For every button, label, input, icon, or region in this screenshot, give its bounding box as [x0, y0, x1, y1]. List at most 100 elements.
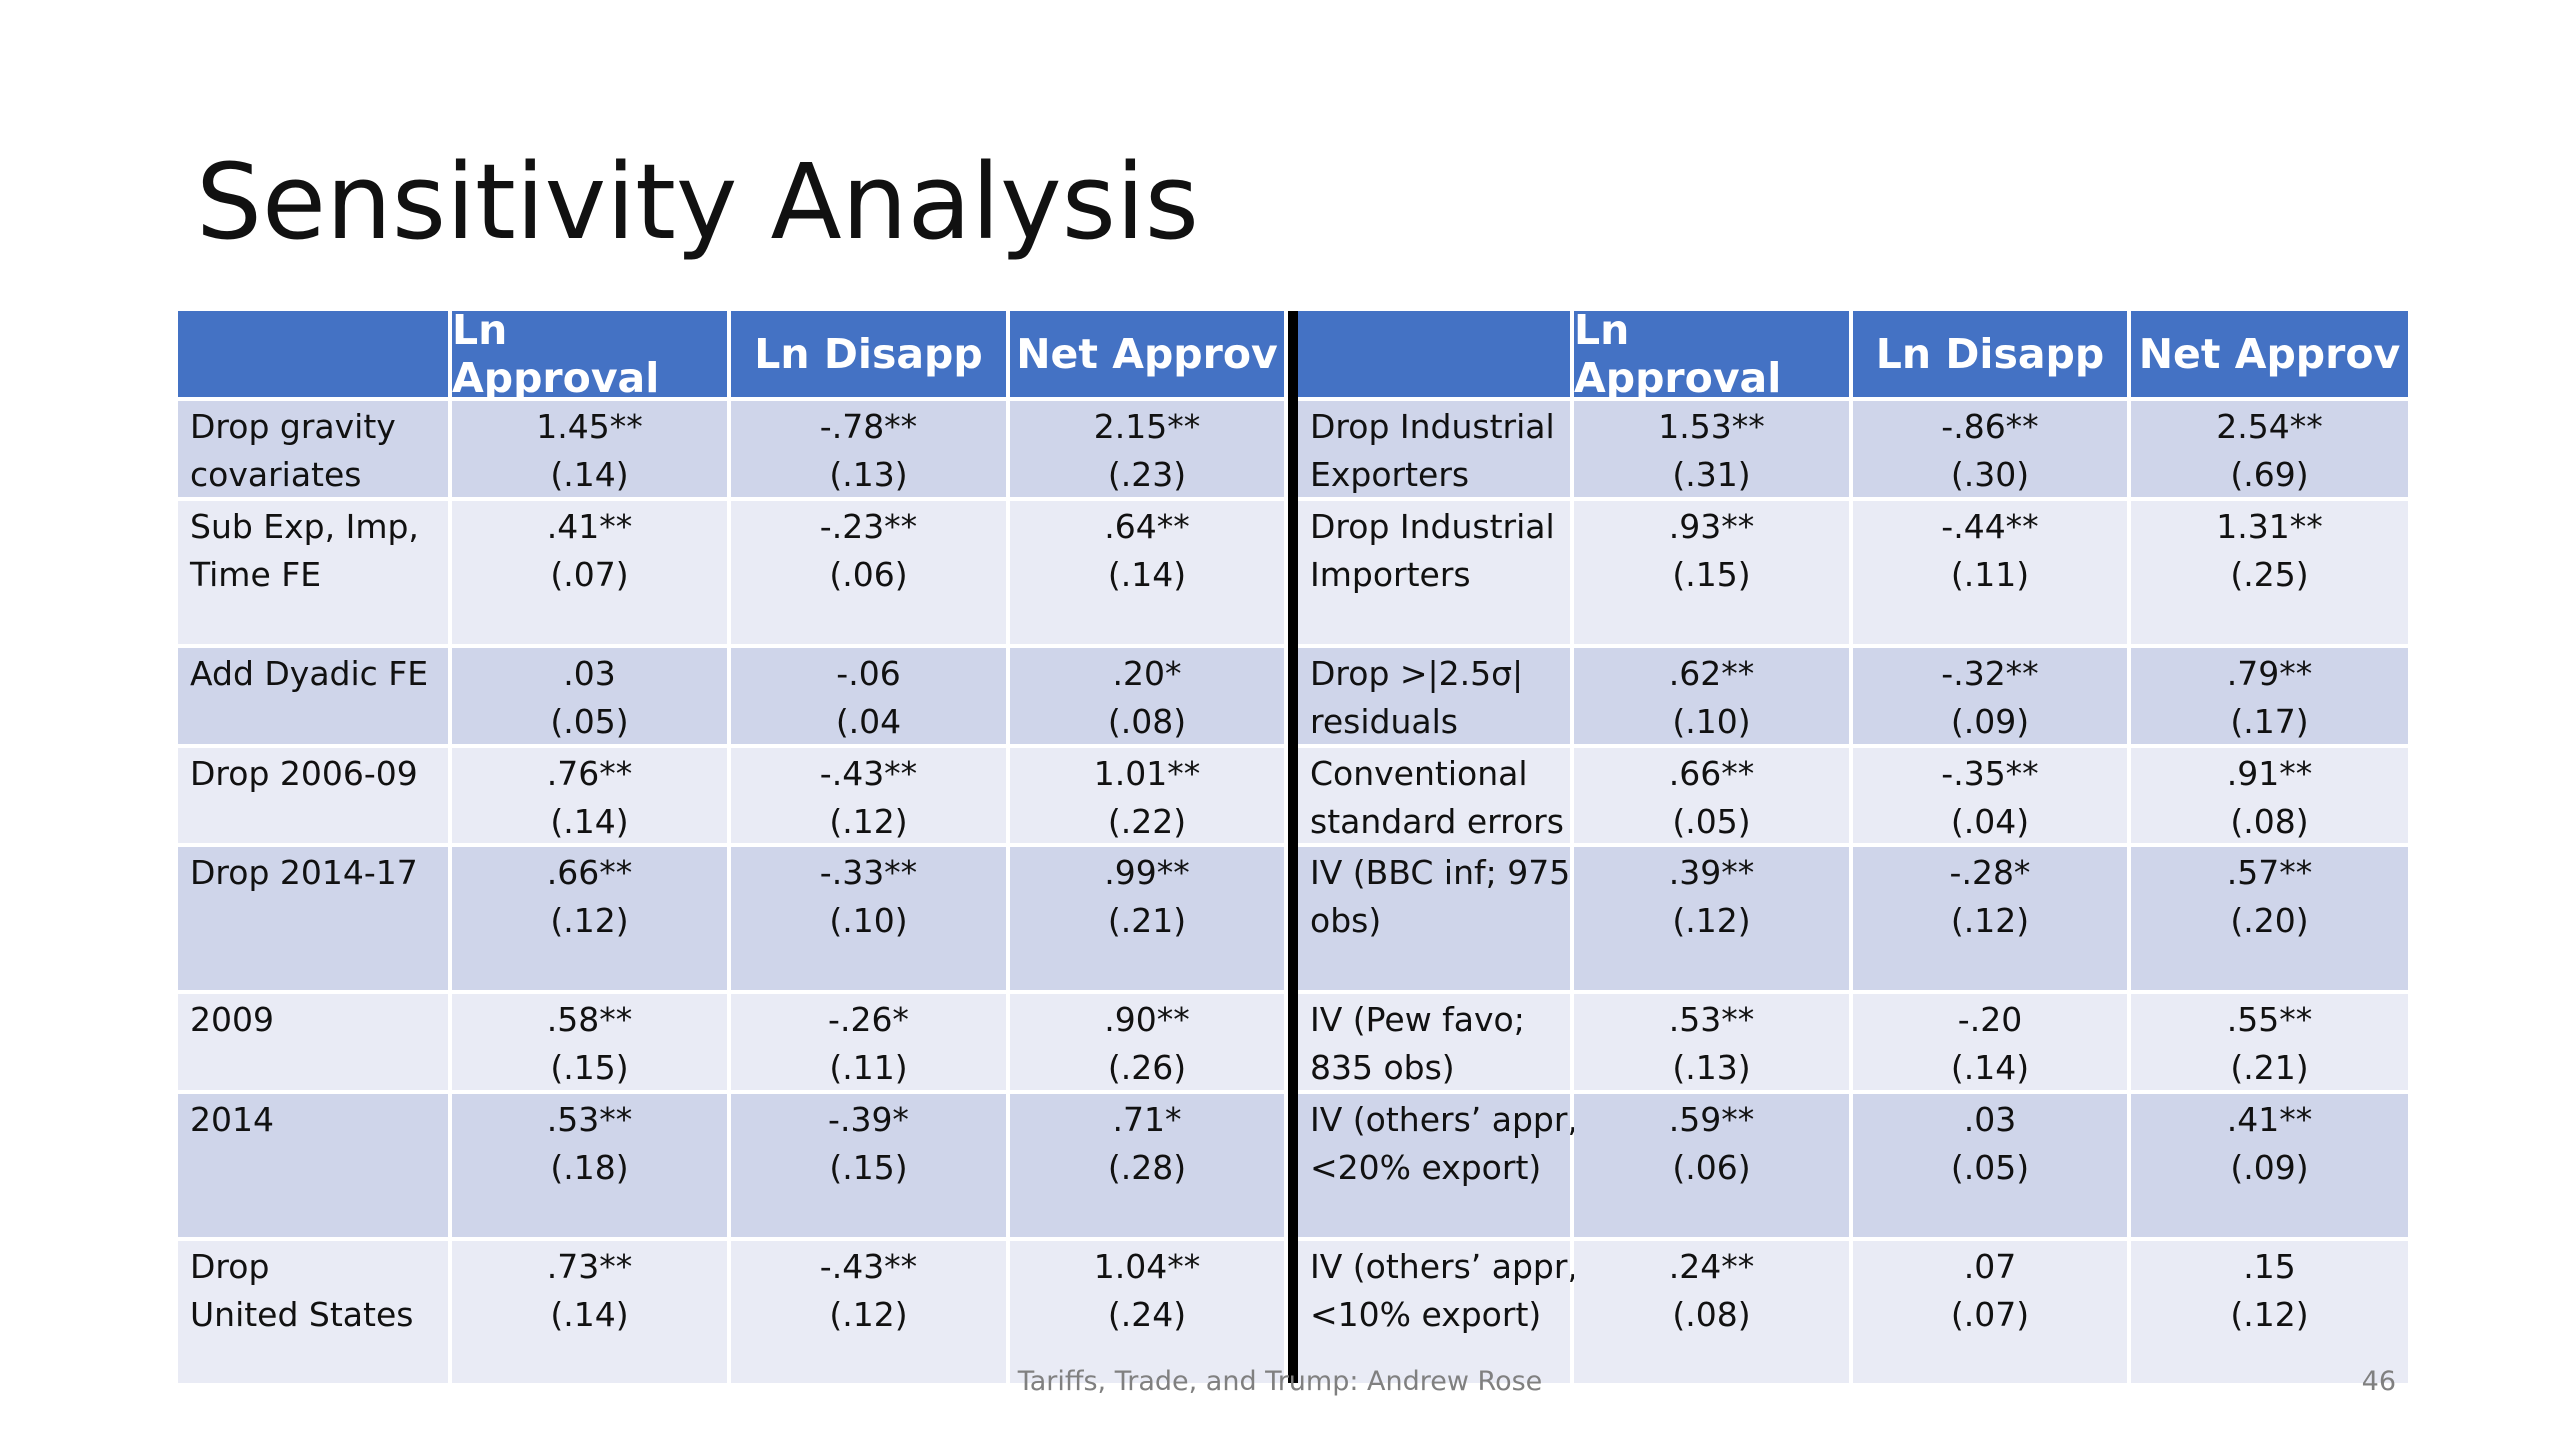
coefficient-cell-line: (.04 [835, 702, 902, 741]
coefficient-cell-line: .20* [1112, 654, 1182, 693]
coefficient-cell-line: .99** [1104, 853, 1190, 892]
coefficient-cell: -.06 (.04 [731, 648, 1010, 744]
coefficient-cell: -.39* (.15) [731, 1094, 1010, 1237]
coefficient-cell: -.44** (.11) [1853, 501, 2131, 644]
coefficient-cell-line: (.05) [550, 702, 629, 741]
coefficient-cell: -.86** (.30) [1853, 401, 2131, 497]
coefficient-cell-line: (.31) [1672, 455, 1751, 494]
coefficient-cell-line: -.44** [1941, 507, 2039, 546]
coefficient-cell-line: 1.45** [536, 407, 643, 446]
coefficient-cell-line: (.22) [1107, 802, 1187, 841]
coefficient-cell-line: (.15) [550, 1048, 629, 1087]
coefficient-cell: .76** (.14) [452, 748, 731, 843]
coefficient-cell-line: (.12) [829, 802, 908, 841]
coefficient-cell-line: -.43** [819, 754, 918, 793]
coefficient-cell-line: (.08) [1107, 702, 1187, 741]
coefficient-cell: -.28* (.12) [1853, 847, 2131, 990]
row-label-line: Importers [1310, 555, 1471, 594]
row-label-line: Add Dyadic FE [190, 654, 429, 693]
coefficient-cell-line: (.12) [829, 1295, 908, 1334]
coefficient-cell-line: -.20 [1957, 1000, 2023, 1039]
header-corner-left [178, 311, 452, 397]
coefficient-cell-line: -.23** [819, 507, 918, 546]
row-label: Drop 2014-17 [178, 847, 452, 990]
coefficient-cell-line: 1.53** [1658, 407, 1765, 446]
coefficient-cell-line: (.24) [1107, 1295, 1187, 1334]
coefficient-cell: -.33** (.10) [731, 847, 1010, 990]
row-label-line: Time FE [190, 555, 322, 594]
coefficient-cell: .71* (.28) [1010, 1094, 1288, 1237]
coefficient-cell: -.20 (.14) [1853, 994, 2131, 1090]
row-label: Sub Exp, Imp, Time FE [178, 501, 452, 644]
row-label-line: <10% export) [1310, 1295, 1542, 1334]
coefficient-cell-line: (.09) [2230, 1148, 2309, 1187]
coefficient-cell-line: (.11) [829, 1048, 908, 1087]
row-label-line: covariates [190, 455, 362, 494]
coefficient-cell: .57** (.20) [2131, 847, 2412, 990]
row-label-line: Drop gravity [190, 407, 396, 446]
coefficient-cell-line: (.20) [2230, 901, 2309, 940]
coefficient-cell-line: (.14) [550, 455, 629, 494]
column-header: Ln Approval [1574, 306, 1853, 402]
coefficient-cell-line: (.12) [1672, 901, 1751, 940]
coefficient-cell-line: (.69) [2230, 455, 2309, 494]
coefficient-cell-line: -.39* [828, 1100, 909, 1139]
coefficient-cell: .24** (.08) [1574, 1241, 1853, 1383]
coefficient-cell-line: (.15) [829, 1148, 908, 1187]
coefficient-cell: 2.54** (.69) [2131, 401, 2412, 497]
coefficient-cell-line: .07 [1963, 1247, 2017, 1286]
row-label-line: Drop [190, 1247, 270, 1286]
coefficient-cell-line: (.10) [829, 901, 908, 940]
coefficient-cell: .39** (.12) [1574, 847, 1853, 990]
row-label: Conventional standard errors [1298, 748, 1574, 843]
row-label-line: IV (others’ appr, [1310, 1100, 1578, 1139]
coefficient-cell-line: (.05) [1950, 1148, 2030, 1187]
row-label-line: <20% export) [1310, 1148, 1542, 1187]
coefficient-cell-line: (.04) [1950, 802, 2030, 841]
coefficient-cell: 1.45** (.14) [452, 401, 731, 497]
column-header: Ln Approval [452, 306, 731, 402]
row-label: IV (others’ appr, <20% export) [1298, 1094, 1578, 1237]
coefficient-cell: .73** (.14) [452, 1241, 731, 1383]
coefficient-cell: -.35** (.04) [1853, 748, 2131, 843]
coefficient-cell: .03 (.05) [452, 648, 731, 744]
coefficient-cell-line: (.18) [550, 1148, 629, 1187]
coefficient-cell-line: .66** [546, 853, 633, 892]
coefficient-cell: -.32** (.09) [1853, 648, 2131, 744]
row-label-line: Drop Industrial [1310, 407, 1555, 446]
coefficient-cell: .53** (.18) [452, 1094, 731, 1237]
coefficient-cell-line: (.12) [1950, 901, 2030, 940]
coefficient-cell: .15 (.12) [2131, 1241, 2412, 1383]
coefficient-cell-line: -.06 [836, 654, 901, 693]
coefficient-cell-line: .58** [546, 1000, 633, 1039]
coefficient-cell: 1.53** (.31) [1574, 401, 1853, 497]
coefficient-cell-line: (.23) [1107, 455, 1187, 494]
coefficient-cell-line: (.12) [550, 901, 629, 940]
coefficient-cell: -.78** (.13) [731, 401, 1010, 497]
coefficient-cell: -.43** (.12) [731, 748, 1010, 843]
column-header: Net Approv [2131, 311, 2412, 397]
row-label: Drop Industrial Importers [1298, 501, 1574, 644]
coefficient-cell-line: .53** [546, 1100, 633, 1139]
coefficient-cell: .41** (.09) [2131, 1094, 2412, 1237]
coefficient-cell-line: -.32** [1941, 654, 2039, 693]
coefficient-cell-line: -.78** [819, 407, 918, 446]
row-label-line: residuals [1310, 702, 1458, 741]
row-label: Drop >|2.5σ| residuals [1298, 648, 1574, 744]
coefficient-cell-line: (.15) [1672, 555, 1751, 594]
coefficient-cell-line: .03 [563, 654, 616, 693]
coefficient-cell-line: .41** [2226, 1100, 2313, 1139]
row-label-line: Conventional [1310, 754, 1528, 793]
coefficient-cell: .07 (.07) [1853, 1241, 2131, 1383]
coefficient-cell-line: (.21) [2230, 1048, 2309, 1087]
coefficient-cell-line: (.21) [1107, 901, 1187, 940]
coefficient-cell-line: (.28) [1107, 1148, 1187, 1187]
row-label-line: standard errors [1310, 802, 1564, 841]
row-label: Add Dyadic FE [178, 648, 452, 744]
coefficient-cell-line: 2.54** [2216, 407, 2323, 446]
coefficient-cell-line: .76** [546, 754, 633, 793]
row-label-line: Drop 2006-09 [190, 754, 418, 793]
coefficient-cell: .55** (.21) [2131, 994, 2412, 1090]
coefficient-cell-line: .39** [1668, 853, 1755, 892]
coefficient-cell: -.23** (.06) [731, 501, 1010, 644]
